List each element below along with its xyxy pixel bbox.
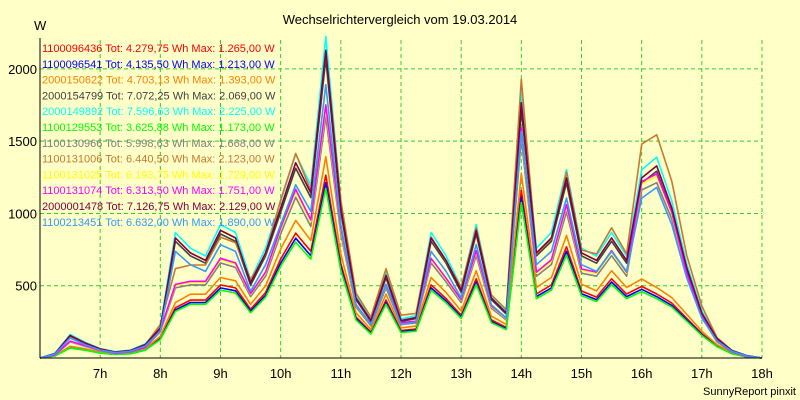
x-tick-label: 7h [93,366,107,381]
x-tick-label: 11h [330,366,351,381]
series-line-12 [39,84,763,359]
axes-layer [39,38,762,359]
y-tick-label: 2000 [8,62,37,77]
legend-entry-10: 1100131074 Tot: 6.313,50 Wh Max: 1.751,0… [42,185,275,197]
chart-title: Wechselrichtervergleich vom 19.03.2014 [283,12,518,27]
x-tick-label: 13h [450,366,472,381]
legend-entry-6: 1100129553 Tot: 3.625,88 Wh Max: 1.173,0… [42,122,275,134]
series-line-3 [39,155,763,359]
x-tick-label: 17h [691,366,713,381]
x-tick-label: 10h [270,366,292,381]
x-tick-label: 15h [571,366,593,381]
series-layer [39,35,763,359]
legend-entry-9: 1100131025 Tot: 6.193,75 Wh Max: 1.729,0… [42,169,275,181]
y-axis-label: W [34,18,47,33]
legend-entry-7: 1100130966 Tot: 5.998,63 Wh Max: 1.668,0… [42,138,275,150]
y-tick-label: 1000 [8,206,37,221]
legend-entry-8: 1100131006 Tot: 6.440,50 Wh Max: 2.123,0… [42,154,275,166]
legend-entry-2: 1100096541 Tot: 4.135,50 Wh Max: 1.213,0… [42,59,275,71]
legend-entry-5: 2000149892 Tot: 7.596,63 Wh Max: 2.225,0… [42,106,276,118]
y-tick-label: 1500 [8,134,37,149]
tick-layer: 7h 8h 9h 10h 11h 12h 13h 14h 15h 16h 17h 18h 500 1000… [8,62,773,381]
footer-credit: SunnyReport pinxit [703,386,796,398]
x-tick-label: 14h [510,366,532,381]
x-tick-label: 18h [751,366,773,381]
x-tick-label: 8h [153,366,167,381]
legend-entry-11: 2000001478 Tot: 7.126,75 Wh Max: 2.129,0… [42,201,276,213]
legend-entry-12: 1100213451 Tot: 6.632,00 Wh Max: 1.890,0… [42,217,275,229]
series-line-6 [39,187,763,359]
legend-entry-1: 1100096436 Tot: 4.279,75 Wh Max: 1.265,0… [42,43,275,55]
legend-entry-4: 2000154799 Tot: 7.072,25 Wh Max: 2.069,0… [42,90,276,102]
x-tick-label: 9h [213,366,227,381]
legend: 1100096436 Tot: 4.279,75 Wh Max: 1.265,0… [42,43,276,229]
x-tick-label: 16h [631,366,653,381]
legend-entry-3: 2000150622 Tot: 4.703,13 Wh Max: 1.393,0… [42,75,276,87]
x-tick-label: 12h [390,366,412,381]
y-tick-label: 500 [15,279,37,294]
